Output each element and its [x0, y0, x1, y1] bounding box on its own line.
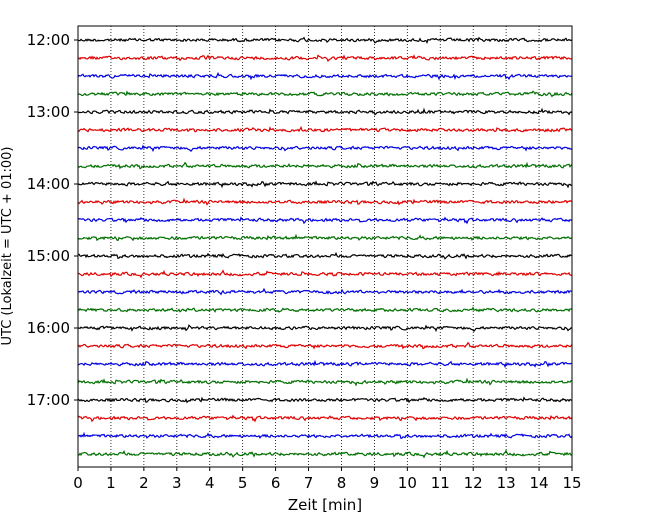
trace-22: [77, 414, 573, 423]
x-tick-label-7: 7: [304, 474, 314, 492]
x-tick-label-15: 15: [562, 474, 581, 492]
plot-background: [78, 26, 572, 467]
x-axis-ticks: 0 1 2 3 4 5 6 7 8 9 10 11 12 13 14 15: [73, 467, 582, 492]
trace-11: [77, 216, 573, 225]
trace-12: [77, 233, 573, 242]
y-tick-label-16:00: 16:00: [27, 319, 70, 337]
trace-5: [77, 107, 573, 116]
trace-2: [77, 54, 573, 63]
trace-14: [77, 269, 573, 279]
trace-3: [77, 71, 573, 81]
trace-10: [77, 197, 573, 206]
plot-frame: [77, 25, 573, 468]
trace-24: [77, 449, 573, 459]
y-tick-label-14:00: 14:00: [27, 175, 70, 193]
y-tick-label-15:00: 15:00: [27, 247, 70, 265]
y-axis-ticks: 12:00 13:00 14:00 15:00 16:00 17:00: [27, 31, 78, 409]
x-tick-label-13: 13: [497, 474, 516, 492]
x-tick-label-11: 11: [431, 474, 450, 492]
x-axis-label: Zeit [min]: [288, 496, 362, 514]
trace-23: [77, 431, 573, 440]
y-axis-label: UTC (Lokalzeit = UTC + 01:00): [0, 147, 15, 346]
y-tick-label-13:00: 13:00: [27, 103, 70, 121]
trace-20: [77, 377, 573, 387]
x-tick-label-5: 5: [238, 474, 248, 492]
traces: [77, 36, 573, 459]
trace-8: [77, 161, 573, 170]
x-tick-label-3: 3: [172, 474, 182, 492]
x-tick-label-12: 12: [464, 474, 483, 492]
x-tick-label-9: 9: [370, 474, 380, 492]
trace-9: [77, 180, 573, 189]
x-tick-label-14: 14: [530, 474, 549, 492]
x-tick-label-8: 8: [337, 474, 347, 492]
x-tick-label-4: 4: [205, 474, 215, 492]
trace-19: [77, 359, 573, 369]
trace-17: [77, 324, 573, 333]
trace-6: [77, 125, 573, 133]
trace-4: [77, 90, 573, 98]
x-tick-label-2: 2: [139, 474, 149, 492]
x-tick-label-0: 0: [73, 474, 83, 492]
trace-21: [77, 396, 573, 404]
trace-7: [77, 144, 573, 153]
y-tick-label-12:00: 12:00: [27, 31, 70, 49]
trace-13: [77, 251, 573, 260]
trace-15: [77, 287, 573, 296]
y-tick-label-17:00: 17:00: [27, 391, 70, 409]
x-tick-label-1: 1: [106, 474, 116, 492]
trace-16: [77, 306, 573, 313]
x-tick-label-10: 10: [398, 474, 417, 492]
trace-18: [77, 341, 573, 350]
trace-1: [77, 36, 573, 44]
x-tick-label-6: 6: [271, 474, 281, 492]
